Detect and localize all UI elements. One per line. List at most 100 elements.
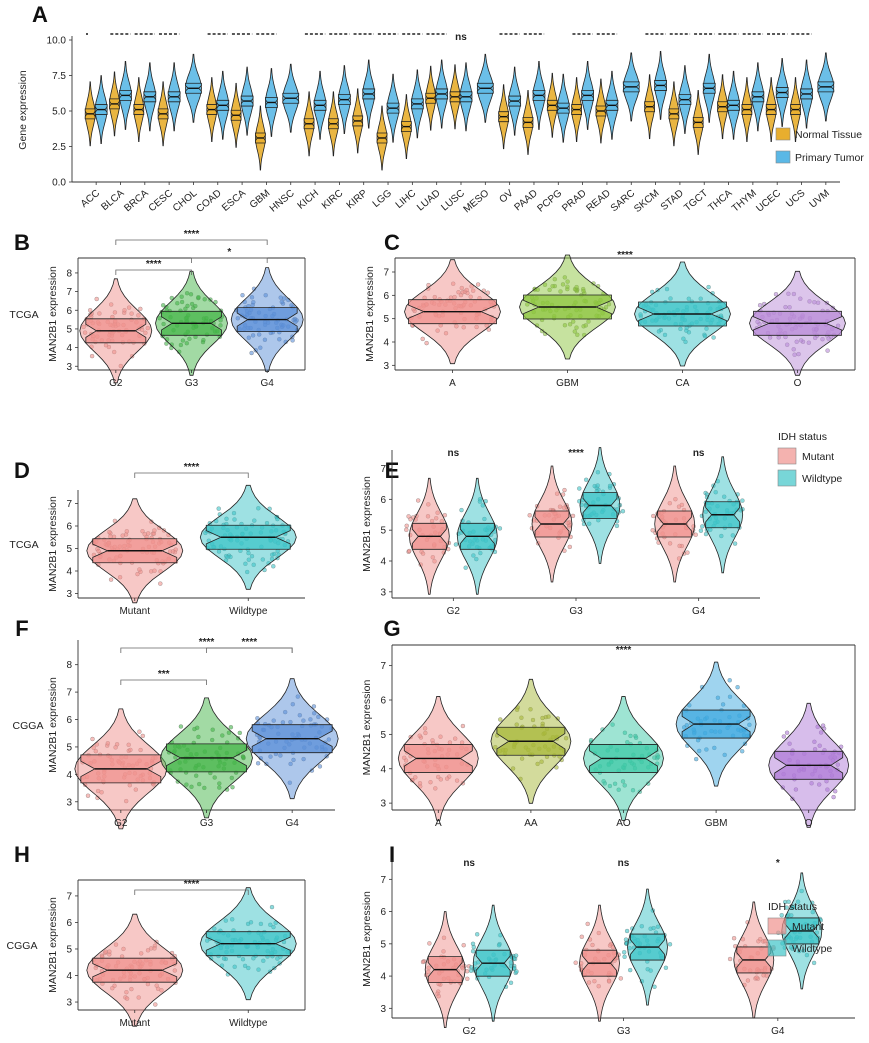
panel-F-row-label: CGGA	[13, 720, 44, 732]
panel-B-ytick-label: 4	[66, 343, 72, 354]
panel-F-ytick-label: 3	[66, 797, 72, 808]
panel-F-bracket-0-label: ***	[158, 669, 170, 680]
panel-D-ytick-label: 7	[66, 499, 72, 510]
panel-F-xtick-label-G2: G2	[114, 818, 128, 829]
panel-A-xtick-label-MESO: MESO	[462, 188, 492, 215]
panel-D-xtick-label-Mutant: Mutant	[119, 606, 150, 617]
panel-H-ytick-label: 7	[66, 891, 72, 902]
panel-I-sig-G3: ns	[618, 858, 630, 869]
data-point	[727, 678, 732, 683]
panel-G-ytick-label: 4	[380, 764, 386, 775]
data-point	[404, 527, 409, 532]
data-point	[652, 984, 657, 989]
data-point	[230, 785, 235, 790]
panel-A-ytick-label: 0.0	[52, 178, 66, 189]
panel-C-ytick-label: 7	[383, 268, 389, 279]
panel-B-bracket-0-label: ****	[146, 259, 162, 270]
panel-label-G: G	[383, 616, 400, 641]
data-point	[88, 308, 93, 313]
panel-B-bracket-1	[191, 257, 268, 263]
panel-D-ytick-label: 6	[66, 522, 72, 533]
panel-A-xtick-label-PRAD: PRAD	[560, 188, 588, 214]
panel-G-xtick-label-A: A	[435, 818, 442, 829]
data-point	[463, 565, 468, 570]
data-point	[831, 794, 836, 800]
panel-I-ytick-label: 3	[380, 1004, 386, 1015]
data-point	[249, 350, 254, 356]
panel-E-sig-G4: ns	[693, 448, 705, 459]
panel-D-bracket-0	[134, 472, 249, 478]
legend-label-tumor: Primary Tumor	[795, 152, 864, 164]
data-point	[703, 531, 709, 537]
data-point	[784, 905, 789, 910]
panel-I-sig-G4: *	[776, 858, 780, 869]
panel-B-xtick-label-G2: G2	[109, 378, 123, 389]
panel-F-ylabel: MAN2B1 expression	[47, 677, 59, 773]
panel-D-ytick-label: 5	[66, 544, 72, 555]
panel-A-xtick-label-KIRP: KIRP	[345, 188, 370, 212]
data-point	[573, 960, 578, 965]
panel-D-xtick-label-Wildtype: Wildtype	[229, 606, 268, 617]
panel-F-ytick-label: 6	[66, 715, 72, 726]
data-point	[407, 548, 412, 554]
panel-A-ytick-label: 5.0	[52, 107, 66, 118]
data-point	[624, 928, 630, 934]
data-point	[317, 764, 323, 769]
panel-A-xtick-label-BRCA: BRCA	[122, 188, 151, 214]
data-point	[420, 336, 425, 342]
panel-F-bracket-1-label: ****	[242, 637, 258, 648]
data-point	[833, 789, 838, 794]
panel-I-legend-title: IDH status	[768, 901, 817, 913]
data-point	[706, 284, 711, 290]
data-point	[85, 793, 91, 798]
data-point	[161, 303, 166, 308]
panel-label-B: B	[14, 230, 30, 255]
data-point	[485, 290, 490, 295]
data-point	[153, 1002, 158, 1007]
panel-H-ylabel: MAN2B1 expression	[47, 897, 59, 993]
panel-E-xtick-label-G2: G2	[447, 606, 461, 617]
data-point	[514, 969, 519, 974]
panel-G-xtick-label-AA: AA	[524, 818, 538, 829]
panel-H-xtick-label-Mutant: Mutant	[119, 1018, 150, 1029]
data-point	[475, 932, 480, 937]
data-point	[420, 959, 426, 965]
panel-D-row-label: TCGA	[9, 539, 38, 551]
data-point	[237, 730, 242, 736]
data-point	[459, 507, 464, 513]
panel-F-bracket-0	[120, 679, 207, 685]
panel-G-overall-sig: ****	[616, 645, 632, 656]
panel-B-bracket-0	[115, 269, 192, 275]
panel-E-sig-G3: ****	[568, 448, 584, 459]
data-point	[228, 725, 234, 730]
panel-F-ytick-label: 4	[66, 770, 72, 781]
panel-B-xtick-label-G3: G3	[185, 378, 199, 389]
data-point	[618, 976, 623, 981]
data-point	[773, 292, 779, 297]
panel-E-ytick-label: 4	[380, 557, 386, 568]
data-point	[825, 348, 830, 353]
panel-E-ytick-label: 6	[380, 495, 386, 506]
data-point	[694, 756, 699, 762]
data-point	[700, 524, 705, 529]
data-point	[667, 942, 673, 947]
panel-A-xtick-label-SARC: SARC	[609, 188, 637, 214]
data-point	[732, 541, 738, 546]
panel-A-xtick-label-ACC: ACC	[79, 188, 102, 210]
data-point	[614, 523, 620, 529]
data-point	[89, 353, 95, 359]
panel-I-ytick-label: 4	[380, 972, 386, 983]
panel-A-xtick-label-KIRC: KIRC	[320, 188, 345, 212]
data-point	[731, 936, 737, 941]
data-point	[781, 734, 786, 739]
panel-A-xtick-label-LGG: LGG	[371, 188, 394, 210]
panel-E-legend-label-wildtype: Wildtype	[802, 473, 842, 485]
panel-H-ytick-label: 5	[66, 944, 72, 955]
data-point	[427, 941, 432, 946]
data-point	[424, 340, 429, 346]
panel-D-bracket-0-label: ****	[184, 462, 200, 473]
panel-I-ytick-label: 7	[380, 875, 386, 886]
panel-A-xtick-label-TGCT: TGCT	[682, 188, 710, 214]
panel-C-ytick-label: 3	[383, 361, 389, 372]
